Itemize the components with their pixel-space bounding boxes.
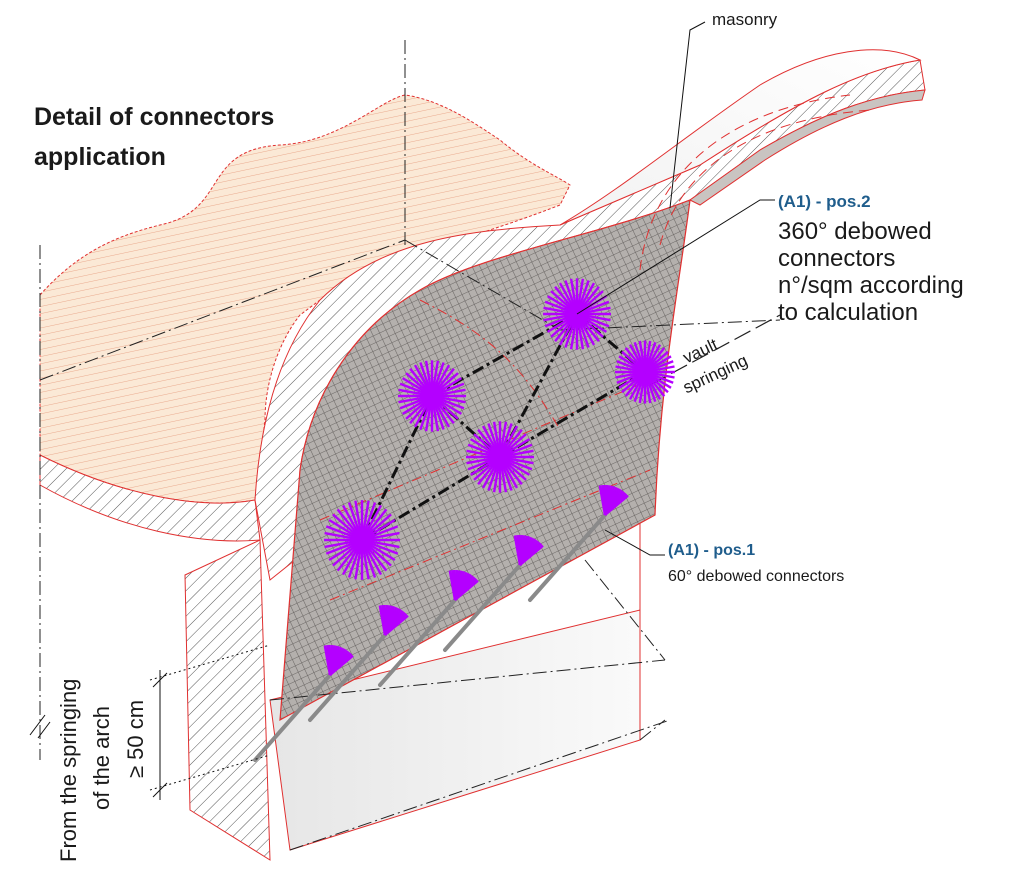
pos1-code: (A1) - pos.1 [668, 542, 755, 560]
title-line1: Detail of connectors [34, 100, 274, 134]
pos2-code: (A1) - pos.2 [778, 192, 871, 212]
left-pier [185, 540, 270, 860]
title-line2: application [34, 140, 166, 174]
pos2-desc-line2: connectors [778, 245, 895, 272]
dimension-text-line1: From the springing [55, 679, 83, 862]
pos1-desc: 60° debowed connectors [668, 568, 844, 586]
pos2-desc-line4: to calculation [778, 299, 918, 326]
pos2-desc-line1: 360° debowed [778, 218, 932, 245]
pos2-desc-line3: n°/sqm according [778, 272, 964, 299]
dimension-text-line2: of the arch [88, 706, 116, 810]
masonry-label: masonry [712, 10, 777, 30]
dimension-text-line3: ≥ 50 cm [122, 700, 150, 778]
